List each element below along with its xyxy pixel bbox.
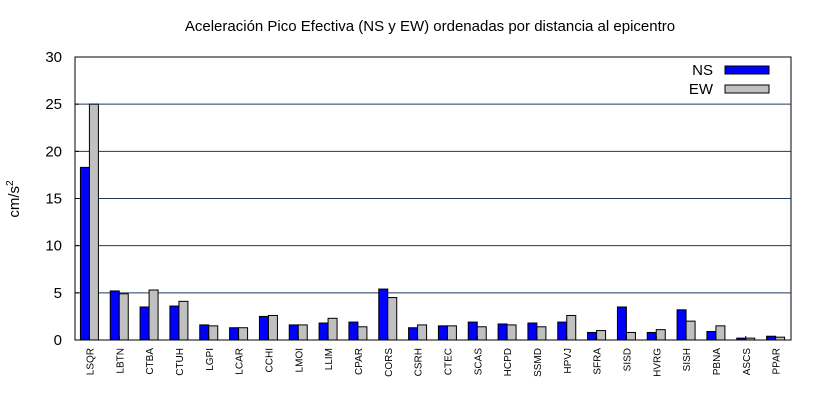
bar-ns-hvrg: [646, 331, 657, 341]
bar-ns-hpvj: [557, 321, 568, 341]
x-tick-label: PBNA: [712, 348, 723, 376]
x-tick-label: LMOI: [294, 348, 305, 372]
bar-ew-csrh: [417, 324, 428, 341]
x-tick-label: CORS: [384, 348, 395, 377]
bar-ns-lbtn: [109, 290, 120, 341]
x-tick-label: LGPI: [205, 348, 216, 371]
bar-ew-ppar: [775, 336, 786, 341]
bar-ns-ctec: [437, 325, 448, 341]
y-tick-label: 20: [45, 143, 62, 160]
x-axis-ticks: LSQR LBTN CTBA CTUH LGPI LCAR CCHI LMOI LLIM CPAR…: [85, 336, 783, 377]
legend-label-ew: EW: [689, 81, 714, 98]
bar-ns-lmoi: [288, 324, 299, 341]
bar-ew-llim: [327, 317, 338, 341]
x-tick-label: SCAS: [473, 348, 484, 376]
bar-ns-csrh: [408, 327, 419, 341]
bar-ns-cpar: [348, 321, 359, 341]
bar-ns-ppar: [766, 335, 777, 341]
bar-ns-ssmd: [527, 322, 538, 341]
y-tick-label: 10: [45, 238, 62, 255]
legend-swatch-ew: [724, 84, 770, 94]
x-tick-label: CTEC: [443, 348, 454, 375]
legend: NS EW: [689, 62, 770, 98]
x-tick-label: LCAR: [235, 348, 246, 375]
x-tick-label: PPAR: [772, 348, 783, 375]
bar-ew-lgpi: [208, 325, 219, 341]
x-tick-label: HPVJ: [563, 348, 574, 374]
bar-ns-ascs: [736, 337, 747, 341]
y-axis-label: cm/s2: [5, 180, 23, 218]
x-tick-label: SISH: [682, 348, 693, 371]
chart-title: Aceleración Pico Efectiva (NS y EW) orde…: [185, 18, 675, 35]
bar-ns-ctuh: [169, 305, 180, 341]
x-tick-label: CTUH: [175, 348, 186, 376]
y-tick-label: 30: [45, 49, 62, 66]
y-tick-label: 15: [45, 191, 62, 208]
bar-ew-scas: [476, 326, 487, 341]
bar-ew-sfra: [596, 330, 607, 341]
x-tick-label: HCPD: [503, 348, 514, 376]
x-tick-label: SSMD: [533, 348, 544, 377]
bar-ns-sfra: [587, 331, 598, 341]
bar-ew-cors: [387, 297, 398, 341]
y-tick-label: 25: [45, 96, 62, 113]
bars: [79, 103, 786, 341]
bar-ew-lmoi: [297, 324, 308, 341]
bar-ew-lsqr: [88, 103, 99, 341]
bar-ns-lsqr: [79, 166, 90, 341]
bar-ew-ctuh: [178, 300, 189, 341]
x-tick-label: CCHI: [264, 348, 275, 372]
bar-ew-ctba: [148, 289, 159, 341]
x-tick-label: CTBA: [145, 348, 156, 375]
bar-ns-sish: [676, 309, 687, 341]
y-tick-label: 0: [54, 332, 62, 349]
bar-ew-lbtn: [118, 293, 129, 341]
x-tick-label: HVRG: [652, 348, 663, 377]
bar-ew-sish: [685, 320, 696, 341]
bar-ns-lgpi: [199, 324, 210, 341]
legend-label-ns: NS: [692, 62, 713, 79]
bar-ew-ascs: [745, 337, 756, 341]
bar-ns-scas: [467, 321, 478, 341]
legend-swatch-ns: [724, 65, 770, 75]
y-tick-label: 5: [54, 285, 62, 302]
bar-ew-cpar: [357, 326, 368, 341]
bar-ns-hcpd: [497, 323, 508, 341]
bar-ns-sisd: [616, 306, 627, 341]
x-tick-label: CPAR: [354, 348, 365, 375]
x-tick-label: SISD: [622, 348, 633, 371]
bar-ns-cors: [378, 288, 389, 341]
x-tick-label: ASCS: [742, 348, 753, 376]
bar-ew-hpvj: [566, 314, 577, 341]
bar-ew-hvrg: [655, 329, 666, 341]
gridlines: [74, 56, 792, 341]
y-axis-ticks: 0 5 10 15 20 25 30: [45, 49, 62, 349]
bar-ns-lcar: [229, 327, 240, 341]
bar-ns-llim: [318, 322, 329, 341]
bar-ew-ssmd: [536, 326, 547, 341]
bar-ew-pbna: [715, 325, 726, 341]
x-tick-label: LSQR: [85, 348, 96, 375]
x-tick-label: LLIM: [324, 348, 335, 370]
bar-ew-lcar: [238, 327, 249, 341]
bar-ns-pbna: [706, 331, 717, 341]
bar-ew-hcpd: [506, 324, 517, 341]
x-tick-label: SFRA: [593, 348, 604, 375]
bar-ew-sisd: [625, 331, 636, 341]
bar-ns-cchi: [258, 315, 269, 341]
x-tick-label: LBTN: [115, 348, 126, 374]
bar-ew-ctec: [446, 325, 457, 341]
bar-ew-cchi: [267, 314, 278, 341]
x-tick-label: CSRH: [414, 348, 425, 376]
bar-ns-ctba: [139, 306, 150, 341]
